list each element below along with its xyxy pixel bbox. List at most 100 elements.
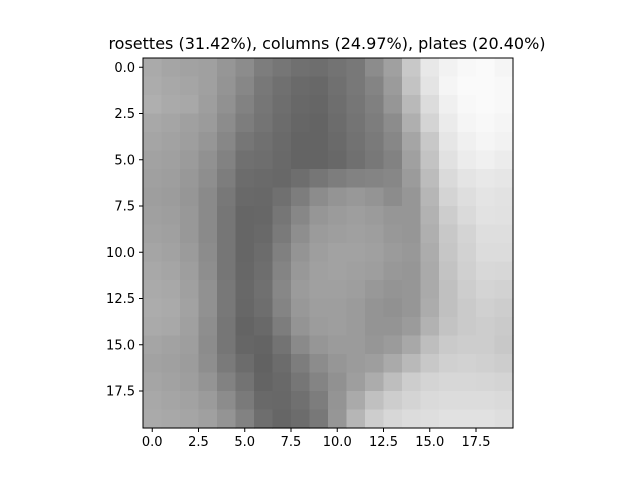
heatmap-cell <box>161 113 181 133</box>
heatmap-cell <box>272 58 292 78</box>
heatmap-cell <box>365 187 385 207</box>
heatmap-cell <box>383 113 403 133</box>
heatmap-cell <box>328 150 348 170</box>
x-tick-label: 2.5 <box>188 435 209 450</box>
heatmap-cell <box>235 224 255 244</box>
heatmap-cell <box>439 317 459 337</box>
heatmap-cell <box>328 224 348 244</box>
heatmap-cell <box>402 95 422 115</box>
heatmap-cell <box>217 298 237 318</box>
heatmap-cell <box>291 280 311 300</box>
heatmap-cell <box>420 206 440 226</box>
heatmap-cell <box>291 58 311 78</box>
heatmap-cell <box>439 150 459 170</box>
heatmap-cell <box>254 95 274 115</box>
heatmap-cell <box>143 132 163 152</box>
heatmap-cell <box>383 58 403 78</box>
heatmap-cell <box>161 354 181 374</box>
heatmap-cell <box>457 187 477 207</box>
heatmap-cell <box>143 113 163 133</box>
heatmap-cell <box>291 76 311 96</box>
heatmap-cell <box>402 113 422 133</box>
chart-title: rosettes (31.42%), columns (24.97%), pla… <box>108 34 545 53</box>
heatmap-cell <box>439 169 459 189</box>
heatmap-cell <box>365 261 385 281</box>
heatmap-cell <box>457 132 477 152</box>
heatmap-cell <box>402 58 422 78</box>
heatmap-cell <box>476 409 496 429</box>
heatmap-cell <box>272 224 292 244</box>
heatmap-cell <box>198 95 218 115</box>
heatmap-cell <box>365 298 385 318</box>
heatmap-cell <box>198 224 218 244</box>
heatmap-cell <box>476 261 496 281</box>
heatmap-cell <box>457 150 477 170</box>
heatmap-cell <box>291 187 311 207</box>
heatmap-cell <box>365 243 385 263</box>
heatmap-cell <box>346 95 366 115</box>
heatmap-cell <box>476 187 496 207</box>
heatmap-cell <box>291 409 311 429</box>
heatmap-cell <box>365 169 385 189</box>
heatmap-cell <box>476 372 496 392</box>
heatmap-cell <box>328 95 348 115</box>
heatmap-cell <box>198 372 218 392</box>
heatmap-cell <box>383 409 403 429</box>
heatmap-cell <box>309 150 329 170</box>
heatmap-cell <box>254 243 274 263</box>
heatmap-cell <box>217 317 237 337</box>
heatmap-cell <box>198 132 218 152</box>
heatmap-cell <box>272 187 292 207</box>
heatmap-cell <box>494 409 514 429</box>
heatmap-cell <box>494 391 514 411</box>
heatmap-cell <box>180 113 200 133</box>
heatmap-cell <box>235 95 255 115</box>
y-tick-label: 15.0 <box>106 338 135 353</box>
heatmap-cell <box>476 243 496 263</box>
x-tick-label: 0.0 <box>142 435 163 450</box>
heatmap-cell <box>254 298 274 318</box>
heatmap-cell <box>291 317 311 337</box>
heatmap-cell <box>494 354 514 374</box>
heatmap-cell <box>217 372 237 392</box>
heatmap-cell <box>161 224 181 244</box>
heatmap-cell <box>309 391 329 411</box>
heatmap-cell <box>402 280 422 300</box>
heatmap-cell <box>254 169 274 189</box>
heatmap-cell <box>476 354 496 374</box>
heatmap-cell <box>180 391 200 411</box>
heatmap-cell <box>272 76 292 96</box>
heatmap-cell <box>383 243 403 263</box>
heatmap-cell <box>198 261 218 281</box>
heatmap-cell <box>365 317 385 337</box>
heatmap-cell <box>180 298 200 318</box>
heatmap-cell <box>328 113 348 133</box>
y-tick-label: 2.5 <box>114 107 135 122</box>
heatmap-cell <box>346 354 366 374</box>
heatmap-cell <box>198 280 218 300</box>
heatmap-cell <box>235 150 255 170</box>
heatmap-cell <box>346 206 366 226</box>
heatmap-cell <box>457 409 477 429</box>
heatmap-cell <box>309 317 329 337</box>
heatmap-cell <box>346 224 366 244</box>
heatmap-cell <box>272 261 292 281</box>
heatmap-cell <box>420 76 440 96</box>
heatmap-cell <box>457 335 477 355</box>
heatmap-cell <box>254 335 274 355</box>
x-tick-label: 7.5 <box>281 435 302 450</box>
heatmap-cell <box>235 187 255 207</box>
heatmap-cell <box>328 243 348 263</box>
heatmap-cell <box>143 224 163 244</box>
heatmap-cell <box>235 132 255 152</box>
heatmap-cell <box>309 372 329 392</box>
heatmap-cell <box>254 354 274 374</box>
heatmap-cell <box>365 280 385 300</box>
heatmap-cell <box>143 317 163 337</box>
heatmap-cell <box>365 150 385 170</box>
heatmap-cell <box>180 261 200 281</box>
heatmap-cell <box>439 113 459 133</box>
heatmap-cell <box>383 261 403 281</box>
heatmap-cell <box>365 391 385 411</box>
heatmap-cell <box>217 150 237 170</box>
